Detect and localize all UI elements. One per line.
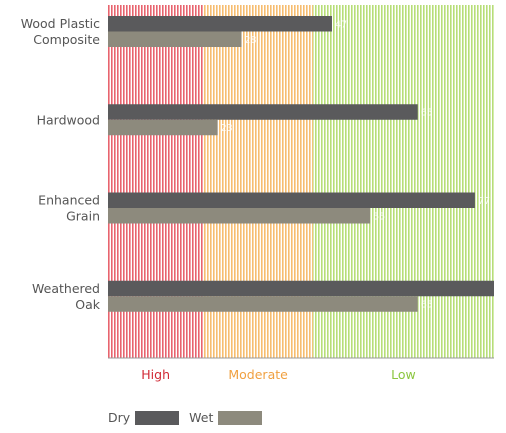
bar-wet-1 — [108, 119, 218, 136]
zone-label-low: Low — [391, 367, 416, 382]
category-labels: Wood Plastic Composite Hardwood Enhanced Gra… — [21, 16, 101, 312]
zone-label-moderate: Moderate — [228, 367, 288, 382]
bar-dry-3 — [108, 280, 494, 297]
legend-label-dry: Dry — [108, 410, 131, 425]
bar-dry-1 — [108, 104, 418, 120]
legend-swatch-wet — [218, 410, 263, 425]
legend-label-wet: Wet — [189, 410, 214, 425]
category-label-0: Wood Plastic Composite — [21, 16, 101, 47]
bar-wet-0 — [108, 31, 242, 47]
value-label-wet-2: 55 — [373, 211, 385, 222]
legend-item-dry: Dry — [108, 410, 180, 425]
bar-dry-0 — [108, 16, 332, 32]
bar-wet-2 — [108, 208, 371, 224]
zone-label-high: High — [141, 367, 170, 382]
value-label-dry-3: 81 — [497, 284, 506, 295]
legend-item-wet: Wet — [189, 410, 263, 425]
value-label-wet-0: 28 — [244, 35, 256, 46]
legend: Dry Wet — [108, 410, 272, 425]
risk-zones — [108, 5, 494, 359]
category-label-1: Hardwood — [37, 112, 100, 127]
bar-dry-2 — [108, 192, 475, 208]
legend-swatch-dry — [135, 410, 180, 425]
value-label-wet-1: 23 — [221, 123, 233, 134]
zone-labels: High Moderate Low — [141, 367, 415, 382]
category-label-2: Enhanced Grain — [38, 193, 100, 224]
value-label-dry-1: 65 — [421, 108, 433, 119]
value-label-dry-0: 47 — [335, 19, 347, 30]
category-label-3: Weathered Oak — [32, 281, 101, 312]
value-label-wet-3: 65 — [421, 300, 433, 311]
bars: 47 28 65 23 77 55 81 65 — [108, 16, 506, 312]
bar-wet-3 — [108, 296, 418, 312]
value-label-dry-2: 77 — [478, 196, 490, 207]
